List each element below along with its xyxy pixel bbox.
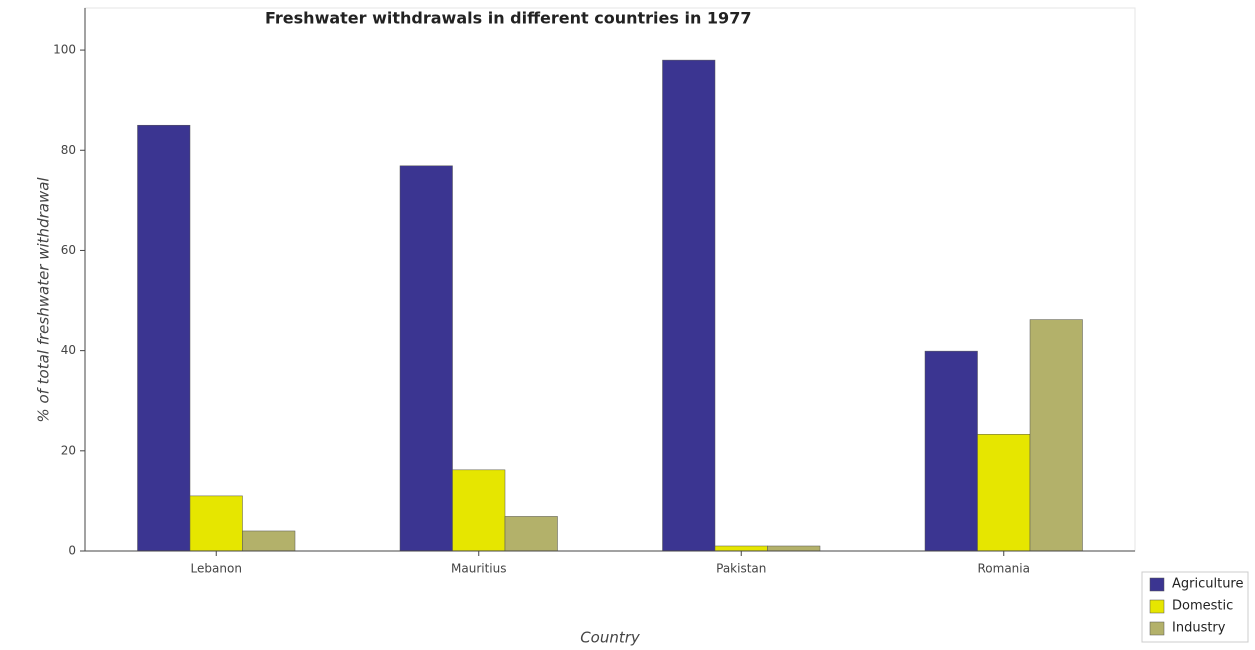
chart-title: Freshwater withdrawals in different coun…: [265, 9, 751, 28]
bar: [924, 350, 978, 552]
y-tick-label: 20: [61, 443, 76, 457]
x-tick-label: Mauritius: [451, 562, 506, 576]
y-tick-label: 80: [61, 143, 76, 157]
x-tick-label: Lebanon: [191, 562, 242, 576]
bar: [399, 165, 453, 552]
y-tick-label: 100: [53, 43, 76, 57]
bar: [714, 545, 768, 552]
legend-swatch: [1149, 599, 1165, 614]
bar: [242, 530, 296, 552]
bar: [137, 124, 191, 552]
y-tick-label: 0: [68, 544, 76, 558]
y-tick-label: 60: [61, 243, 76, 257]
x-tick-label: Romania: [978, 562, 1030, 576]
legend-label: Industry: [1172, 621, 1226, 636]
bar: [767, 545, 821, 552]
legend-swatch: [1149, 577, 1165, 592]
bar: [977, 434, 1031, 552]
bar: [189, 495, 243, 552]
bar: [1029, 319, 1083, 552]
bar: [662, 59, 716, 552]
legend-label: Domestic: [1172, 599, 1233, 614]
x-tick-label: Pakistan: [716, 562, 766, 576]
legend-swatch: [1149, 621, 1165, 636]
y-axis-title: % of total freshwater withdrawal: [35, 177, 53, 423]
legend-label: Agriculture: [1172, 577, 1244, 592]
x-axis-title: Country: [580, 629, 641, 647]
bar: [452, 469, 506, 552]
bar: [504, 516, 558, 552]
y-tick-label: 40: [61, 343, 76, 357]
